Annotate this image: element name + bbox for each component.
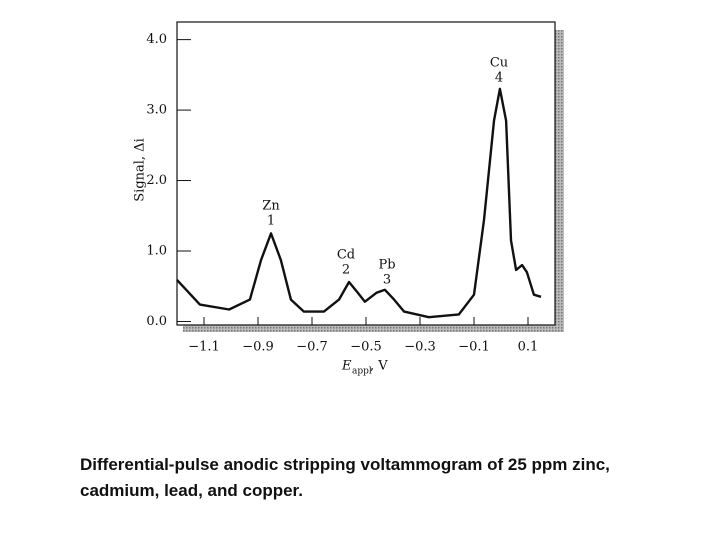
x-axis-label: E bbox=[341, 359, 352, 374]
x-axis-label-subscript: appl bbox=[352, 367, 372, 377]
y-tick-label: 4.0 bbox=[146, 32, 167, 47]
annotation: 3 bbox=[383, 273, 391, 288]
x-tick-label: 0.1 bbox=[518, 340, 539, 355]
x-tick-label: −0.9 bbox=[242, 340, 274, 355]
x-tick-label: −0.7 bbox=[296, 340, 328, 355]
annotation: 4 bbox=[495, 71, 503, 86]
annotation: 2 bbox=[342, 263, 350, 278]
y-tick-label: 2.0 bbox=[146, 173, 167, 188]
annotation: 1 bbox=[267, 214, 275, 229]
shadow bbox=[183, 325, 564, 332]
annotation: Cd bbox=[337, 248, 355, 263]
x-tick-label: −0.5 bbox=[350, 340, 382, 355]
x-tick-label: −0.3 bbox=[404, 340, 436, 355]
chart: Signal, Δi E appl , V Zn 1 Cd 2 Pb 3 Cu … bbox=[133, 21, 564, 377]
annotation: Zn bbox=[262, 199, 280, 214]
x-tick-label: −1.1 bbox=[188, 340, 220, 355]
x-axis-label-unit: , V bbox=[370, 359, 388, 374]
annotation: Cu bbox=[490, 56, 508, 71]
shadow bbox=[555, 30, 564, 332]
y-tick-label: 1.0 bbox=[146, 244, 167, 259]
annotation: Pb bbox=[378, 258, 395, 273]
y-tick-label: 3.0 bbox=[146, 103, 167, 118]
caption: Differential-pulse anodic stripping volt… bbox=[80, 455, 610, 500]
x-tick-label: −0.1 bbox=[458, 340, 490, 355]
plot-frame bbox=[176, 21, 556, 326]
signal-line bbox=[176, 87, 542, 319]
y-tick-label: 0.0 bbox=[146, 314, 167, 329]
y-axis-label: Signal, Δi bbox=[133, 138, 148, 201]
